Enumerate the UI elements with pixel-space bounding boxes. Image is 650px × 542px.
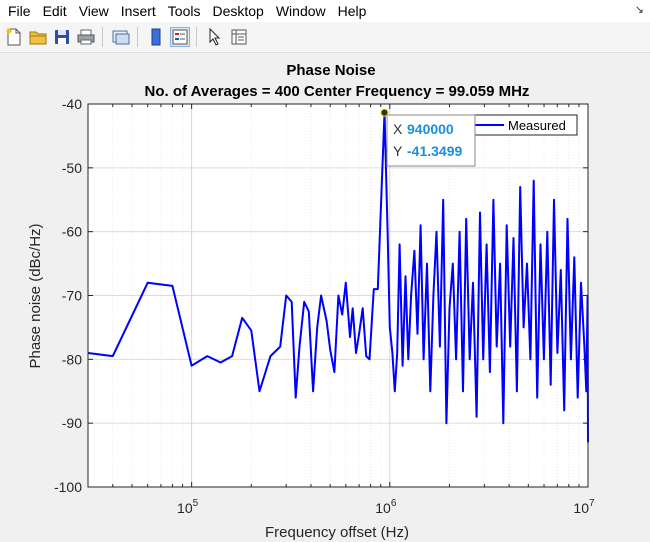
y-tick-label: -90: [62, 415, 82, 431]
chart-title: Phase Noise: [286, 62, 375, 79]
y-tick-label: -60: [62, 224, 82, 240]
menu-file[interactable]: File: [8, 3, 31, 19]
menu-edit[interactable]: Edit: [42, 3, 67, 19]
colorbar-icon[interactable]: [146, 27, 166, 47]
new-figure-icon[interactable]: [4, 27, 24, 47]
x-tick-label: 106: [375, 498, 397, 516]
menu-desktop[interactable]: Desktop: [212, 3, 264, 19]
data-tip[interactable]: X 940000 Y -41.3499: [380, 108, 476, 167]
y-tick-label: -100: [54, 479, 82, 495]
y-axis-label: Phase noise (dBc/Hz): [27, 223, 44, 368]
property-inspector-icon[interactable]: [229, 27, 249, 47]
y-tick-label: -50: [62, 160, 82, 176]
y-tick-label: -70: [62, 288, 82, 304]
x-tick-exponent: 7: [589, 498, 595, 509]
x-tick-labels: 105 106 107: [177, 498, 595, 516]
tick-marks: [87, 103, 589, 488]
legend[interactable]: Measured: [469, 114, 578, 136]
menu-tools[interactable]: Tools: [167, 3, 201, 19]
menu-help[interactable]: Help: [337, 3, 367, 19]
link-plot-icon[interactable]: [111, 27, 131, 47]
datatip-y-value: -41.3499: [407, 143, 462, 159]
dock-arrow-icon[interactable]: ↘: [634, 4, 644, 16]
y-tick-label: -80: [62, 351, 82, 367]
figure-canvas: Phase Noise No. of Averages = 400 Center…: [0, 53, 650, 542]
x-tick-label: 107: [573, 498, 595, 516]
edit-plot-icon[interactable]: [205, 27, 225, 47]
phase-noise-plot[interactable]: Phase Noise No. of Averages = 400 Center…: [0, 53, 650, 542]
x-axis-label: Frequency offset (Hz): [265, 524, 409, 541]
menu-insert[interactable]: Insert: [120, 3, 156, 19]
datatip-box: [386, 114, 476, 167]
print-icon[interactable]: [76, 27, 96, 47]
figure-toolbar: [0, 22, 650, 53]
save-icon[interactable]: [52, 27, 72, 47]
datatip-marker[interactable]: [380, 108, 389, 117]
chart-subtitle: No. of Averages = 400 Center Frequency =…: [145, 83, 530, 100]
x-tick-exponent: 5: [193, 498, 199, 509]
series-group: [87, 111, 589, 443]
y-tick-label: -40: [62, 96, 82, 112]
menu-window[interactable]: Window: [275, 3, 326, 19]
toolbar-separator: [102, 27, 103, 47]
datatip-y-key: Y: [393, 143, 403, 159]
y-tick-labels: -100 -90 -80 -70 -60 -50 -40: [54, 96, 82, 495]
x-tick-exponent: 6: [391, 498, 397, 509]
legend-icon[interactable]: [170, 27, 190, 47]
menu-view[interactable]: View: [78, 3, 109, 19]
x-tick-label: 105: [177, 498, 199, 516]
toolbar-separator: [196, 27, 197, 47]
datatip-x-key: X: [393, 121, 403, 137]
series-line-measured: [87, 111, 589, 443]
menu-bar: File Edit View Insert Tools Desktop Wind…: [0, 0, 650, 22]
open-file-icon[interactable]: [28, 27, 48, 47]
toolbar-separator: [137, 27, 138, 47]
legend-label-measured: Measured: [508, 118, 566, 133]
datatip-x-value: 940000: [407, 121, 454, 137]
